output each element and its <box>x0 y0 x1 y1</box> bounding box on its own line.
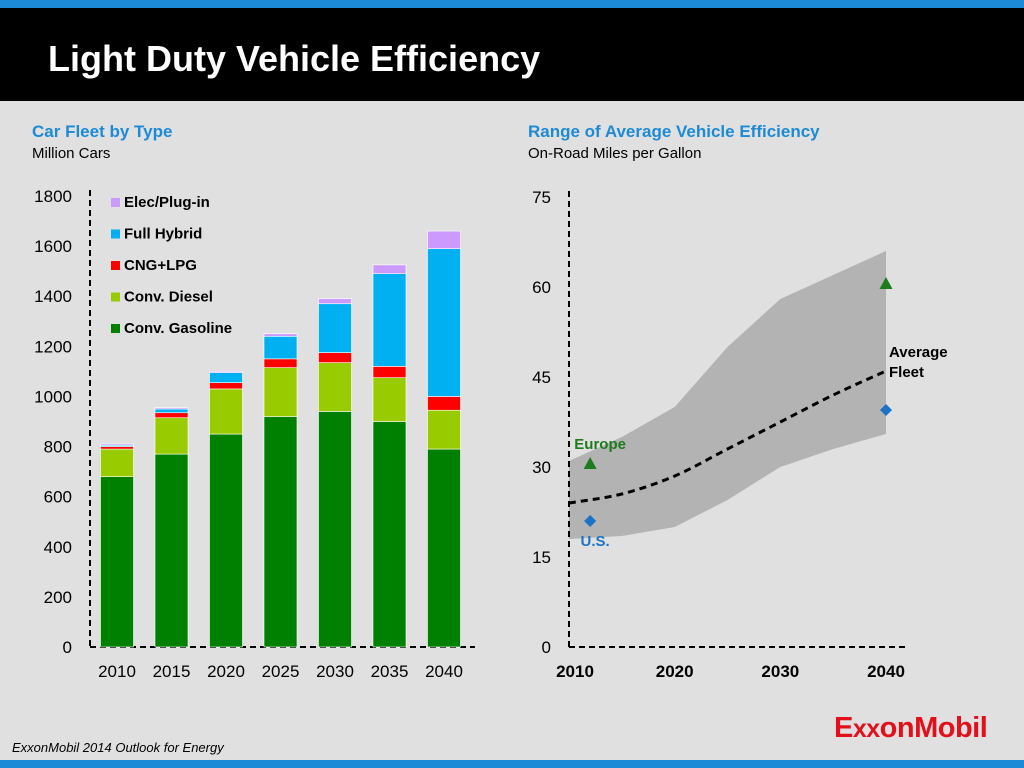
y-tick-label: 0 <box>542 638 551 657</box>
average-fleet-label: Average <box>889 344 948 361</box>
x-tick-label: 2010 <box>98 662 136 681</box>
y-tick-label: 400 <box>44 538 72 557</box>
bar-2020-elec-plug-in <box>209 371 243 373</box>
x-tick-label: 2020 <box>207 662 245 681</box>
exxonmobil-logo: ExxonMobil <box>834 712 988 744</box>
y-tick-label: 15 <box>532 548 551 567</box>
y-tick-label: 1800 <box>34 187 72 206</box>
y-tick-label: 75 <box>532 188 551 207</box>
bar-2015-conv-diesel <box>154 417 189 455</box>
y-tick-label: 30 <box>532 458 551 477</box>
diamond-marker <box>584 515 597 527</box>
y-tick-label: 600 <box>44 488 72 507</box>
title-banner <box>0 8 1024 101</box>
x-tick-label: 2040 <box>425 662 463 681</box>
bar-2015-elec-plug-in <box>154 407 189 410</box>
legend-swatch <box>111 292 120 302</box>
x-tick-label: 2040 <box>867 662 905 681</box>
bar-2025-conv-diesel <box>263 367 298 417</box>
legend-swatch <box>111 261 120 270</box>
right-chart-subtitle: On-Road Miles per Gallon <box>528 145 702 162</box>
left-chart-subtitle: Million Cars <box>32 145 111 162</box>
legend-swatch <box>111 198 120 207</box>
bottom-accent-bar <box>0 760 1024 768</box>
y-tick-label: 200 <box>44 588 72 607</box>
legend-label: Full Hybrid <box>124 226 202 243</box>
bar-2035-conv-gasoline <box>372 421 407 648</box>
us-label: U.S. <box>581 533 610 550</box>
bar-2010-conv-gasoline <box>100 476 134 648</box>
legend-swatch <box>111 324 120 333</box>
legend-label: CNG+LPG <box>124 257 197 274</box>
bar-2040-conv-diesel <box>427 409 461 450</box>
page-title: Light Duty Vehicle Efficiency <box>48 38 541 79</box>
vehicle-efficiency-range-chart: 0 15 30 45 60 75 2010 2020 2030 2040 Average Fleet E… <box>532 188 948 681</box>
x-tick-label: 2025 <box>262 662 300 681</box>
x-tick-label: 2030 <box>316 662 354 681</box>
x-tick-label: 2015 <box>153 662 191 681</box>
bar-2030-elec-plug-in <box>318 298 352 305</box>
average-fleet-label: Fleet <box>889 364 924 381</box>
left-chart-title: Car Fleet by Type <box>32 122 173 141</box>
y-tick-label: 1200 <box>34 337 72 356</box>
bar-2035-full-hybrid <box>372 273 407 367</box>
top-accent-bar <box>0 0 1024 8</box>
car-fleet-stacked-bar-chart: 0 200 400 600 800 1000 1200 1400 1600 1800 2010 201… <box>34 187 475 681</box>
y-tick-label: 1000 <box>34 387 72 406</box>
triangle-marker <box>879 277 893 289</box>
bar-2010-conv-diesel <box>100 448 134 477</box>
efficiency-range-band <box>569 251 886 539</box>
bar-2035-conv-diesel <box>372 377 407 422</box>
bar-2035-elec-plug-in <box>372 264 407 274</box>
bar-2040-full-hybrid <box>427 248 461 397</box>
x-tick-label: 2020 <box>656 662 694 681</box>
y-tick-label: 45 <box>532 368 551 387</box>
x-tick-label: 2035 <box>371 662 409 681</box>
x-tick-label: 2010 <box>556 662 594 681</box>
footer-source: ExxonMobil 2014 Outlook for Energy <box>12 740 224 755</box>
bar-2025-elec-plug-in <box>263 333 298 337</box>
legend-label: Elec/Plug-in <box>124 194 210 211</box>
bar-2020-conv-gasoline <box>209 433 243 648</box>
legend-swatch <box>111 229 120 239</box>
average-fleet-line <box>568 369 887 505</box>
legend-label: Conv. Diesel <box>124 289 213 306</box>
x-tick-label: 2030 <box>761 662 799 681</box>
bar-2010-elec-plug-in <box>100 443 134 446</box>
diamond-marker <box>880 404 892 416</box>
y-tick-label: 1400 <box>34 287 72 306</box>
bar-2040-elec-plug-in <box>427 230 461 249</box>
y-tick-label: 800 <box>44 438 72 457</box>
triangle-marker <box>583 457 597 469</box>
europe-label: Europe <box>574 436 626 453</box>
bar-2030-conv-gasoline <box>318 411 352 648</box>
bar-2030-full-hybrid <box>318 303 352 353</box>
y-tick-label: 60 <box>532 278 551 297</box>
bar-2030-conv-diesel <box>318 362 352 412</box>
right-chart-title: Range of Average Vehicle Efficiency <box>528 122 820 141</box>
legend-label: Conv. Gasoline <box>124 320 232 337</box>
y-tick-label: 1600 <box>34 237 72 256</box>
bar-2025-conv-gasoline <box>263 416 298 648</box>
y-tick-label: 0 <box>63 638 72 657</box>
